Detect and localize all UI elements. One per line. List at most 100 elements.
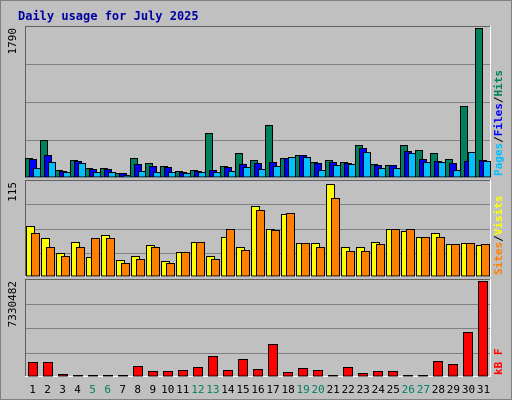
x-tick-label-day-21: 21: [327, 383, 340, 396]
bar-sites-day-25: [391, 229, 400, 277]
legend-entry: /: [492, 136, 505, 143]
x-tick-label-day-1: 1: [29, 383, 36, 396]
bar-sites-day-14: [226, 229, 235, 277]
y-max-label: 7330482: [6, 281, 19, 327]
bar-kb-f-day-16: [253, 369, 263, 377]
bar-pages-day-17: [273, 166, 281, 178]
legend-entry: Pages: [492, 143, 505, 176]
bar-pages-day-25: [393, 168, 401, 178]
bar-kb-f-day-31: [478, 281, 488, 377]
bar-kb-f-day-15: [238, 359, 248, 377]
bar-sites-day-5: [91, 238, 100, 277]
legend-entry: Files: [492, 103, 505, 136]
bar-pages-day-10: [168, 172, 176, 178]
x-axis-labels: 1 2 3 4 5 6 7 8 9 10 11 12 13 14 15 16 17 18 19 20 21 22 23 24 2…: [29, 383, 490, 396]
panel-legend: Pages/Files/Hits: [492, 70, 505, 176]
bar-kb-f-day-12: [193, 367, 203, 377]
bar-kb-f-day-14: [223, 370, 233, 377]
bar-sites-day-7: [121, 263, 130, 277]
bar-pages-day-5: [93, 172, 101, 178]
bar-kb-f-day-5: [88, 375, 98, 377]
bar-pages-day-16: [258, 169, 266, 178]
bar-kb-f-day-2: [43, 362, 53, 377]
bar-sites-day-31: [481, 244, 490, 277]
bar-pages-day-9: [153, 172, 161, 178]
bar-sites-day-12: [196, 242, 205, 277]
bar-kb-f-day-4: [73, 375, 83, 377]
bar-sites-day-13: [211, 259, 220, 277]
bar-pages-day-30: [468, 152, 476, 178]
bar-kb-f-day-27: [418, 375, 428, 377]
x-tick-label-day-14: 14: [221, 383, 235, 396]
bar-pages-day-31: [483, 161, 491, 178]
bar-pages-day-6: [108, 172, 116, 178]
x-tick-label-day-3: 3: [59, 383, 66, 396]
panel-visits-sites: 115 Sites/Visits: [6, 180, 505, 277]
bar-pages-day-19: [303, 157, 311, 178]
bar-kb-f-day-18: [283, 372, 293, 377]
bar-sites-day-30: [466, 243, 475, 277]
x-tick-label-day-2: 2: [44, 383, 51, 396]
bar-pages-day-28: [438, 162, 446, 178]
panel-legend: kB F: [492, 349, 505, 376]
bar-sites-day-8: [136, 259, 145, 277]
x-tick-label-day-7: 7: [119, 383, 126, 396]
x-tick-label-day-6: 6: [104, 383, 111, 396]
bar-sites-day-19: [301, 243, 310, 277]
y-max-label: 115: [6, 182, 19, 202]
bar-kb-f-day-11: [178, 370, 188, 377]
bar-sites-day-20: [316, 247, 325, 277]
bar-pages-day-8: [138, 171, 146, 178]
bar-pages-day-1: [33, 168, 41, 178]
bar-sites-day-16: [256, 210, 265, 277]
x-tick-label-day-5: 5: [89, 383, 96, 396]
bar-pages-day-22: [348, 164, 356, 178]
legend-entry: /: [492, 96, 505, 103]
bar-pages-day-12: [198, 172, 206, 178]
x-tick-label-day-26: 26: [402, 383, 415, 396]
bar-kb-f-day-6: [103, 375, 113, 377]
x-tick-label-day-24: 24: [372, 383, 386, 396]
bar-sites-day-28: [436, 237, 445, 277]
bar-sites-day-10: [166, 263, 175, 277]
x-tick-label-day-10: 10: [161, 383, 174, 396]
bar-sites-day-1: [31, 233, 40, 277]
x-tick-label-day-23: 23: [357, 383, 370, 396]
bar-kb-f-day-26: [403, 375, 413, 377]
bar-pages-day-2: [48, 162, 56, 178]
bar-sites-day-26: [406, 229, 415, 277]
x-tick-label-day-13: 13: [206, 383, 219, 396]
x-tick-label-day-28: 28: [432, 383, 445, 396]
bar-kb-f-day-24: [373, 371, 383, 377]
bar-kb-f-day-10: [163, 371, 173, 377]
x-tick-label-day-27: 27: [417, 383, 430, 396]
bar-sites-day-27: [421, 237, 430, 277]
bar-pages-day-15: [243, 167, 251, 178]
x-tick-label-day-17: 17: [266, 383, 279, 396]
x-tick-label-day-19: 19: [296, 383, 309, 396]
x-tick-label-day-31: 31: [477, 383, 490, 396]
bar-sites-day-6: [106, 238, 115, 277]
x-tick-label-day-15: 15: [236, 383, 249, 396]
legend-entry: Visits: [492, 196, 505, 236]
x-tick-label-day-8: 8: [134, 383, 141, 396]
bar-pages-day-13: [213, 172, 221, 178]
bar-sites-day-15: [241, 250, 250, 277]
bar-pages-day-20: [318, 170, 326, 178]
x-tick-label-day-29: 29: [447, 383, 460, 396]
bar-sites-day-21: [331, 198, 340, 277]
bar-pages-day-11: [183, 173, 191, 178]
x-tick-label-day-18: 18: [281, 383, 294, 396]
bar-kb-f-day-7: [118, 375, 128, 377]
x-tick-label-day-22: 22: [342, 383, 355, 396]
panel-kbytes: 7330482 kB F: [6, 279, 505, 377]
bar-sites-day-29: [451, 244, 460, 277]
legend-entry: Hits: [492, 70, 505, 97]
bar-pages-day-18: [288, 157, 296, 178]
bar-kb-f-day-22: [343, 367, 353, 377]
bar-kb-f-day-17: [268, 344, 278, 377]
legend-entry: /: [492, 235, 505, 242]
panel-legend: Sites/Visits: [492, 196, 505, 276]
y-max-label: 1790: [6, 28, 19, 55]
